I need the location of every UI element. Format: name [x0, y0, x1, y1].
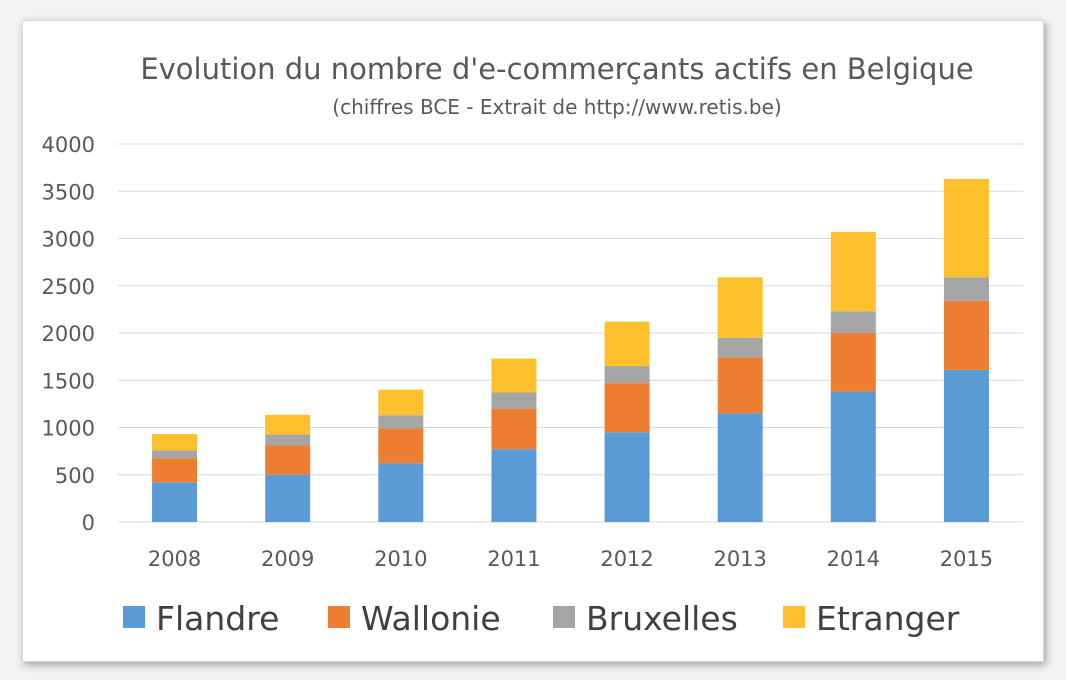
legend-swatch-bruxelles — [553, 606, 575, 628]
bar-bruxelles-2015 — [943, 277, 989, 301]
legend: Flandre Wallonie Bruxelles Etranger — [123, 599, 960, 638]
legend-label-wallonie: Wallonie — [361, 599, 501, 638]
bar-wallonie-2013 — [717, 357, 763, 414]
y-tick-label: 3500 — [42, 180, 95, 204]
bar-wallonie-2012 — [604, 383, 650, 433]
x-tick-label: 2013 — [713, 547, 766, 571]
legend-label-bruxelles: Bruxelles — [586, 599, 738, 638]
chart-title: Evolution du nombre d'e-commerçants acti… — [140, 52, 973, 86]
bar-wallonie-2014 — [830, 333, 876, 392]
x-tick-label: 2011 — [487, 547, 540, 571]
bar-wallonie-2011 — [491, 408, 537, 450]
x-tick-label: 2015 — [940, 547, 993, 571]
bar-bruxelles-2010 — [378, 415, 424, 429]
bar-flandre-2015 — [943, 369, 989, 522]
bar-bruxelles-2014 — [830, 311, 876, 333]
y-tick-label: 4000 — [42, 133, 95, 157]
bar-wallonie-2010 — [378, 428, 424, 464]
x-axis-ticks: 2008 2009 2010 2011 2012 2013 2014 2015 — [148, 547, 993, 571]
x-tick-label: 2010 — [374, 547, 427, 571]
bar-etranger-2013 — [717, 277, 763, 338]
bar-bruxelles-2012 — [604, 366, 650, 384]
y-tick-label: 3000 — [42, 228, 95, 252]
bar-wallonie-2008 — [152, 458, 198, 483]
bar-etranger-2012 — [604, 321, 650, 367]
y-tick-label: 2500 — [42, 275, 95, 299]
bar-etranger-2010 — [378, 389, 424, 416]
x-tick-label: 2014 — [827, 547, 880, 571]
legend-label-flandre: Flandre — [156, 599, 279, 638]
bar-etranger-2014 — [830, 231, 876, 312]
bar-bruxelles-2011 — [491, 392, 537, 409]
legend-swatch-wallonie — [328, 606, 350, 628]
bar-etranger-2011 — [491, 358, 537, 393]
bar-wallonie-2015 — [943, 300, 989, 370]
bar-etranger-2015 — [943, 178, 989, 278]
bar-etranger-2008 — [152, 434, 198, 451]
y-tick-label: 1500 — [42, 369, 95, 393]
legend-swatch-flandre — [123, 606, 145, 628]
y-tick-label: 1000 — [42, 417, 95, 441]
bar-flandre-2008 — [152, 482, 198, 522]
bar-flandre-2009 — [265, 474, 311, 522]
y-axis-ticks: 0 500 1000 1500 2000 2500 3000 3500 4000 — [42, 133, 95, 535]
x-tick-label: 2009 — [261, 547, 314, 571]
y-tick-label: 2000 — [42, 322, 95, 346]
bar-bruxelles-2008 — [152, 450, 198, 459]
bar-wallonie-2009 — [265, 445, 311, 475]
bar-bruxelles-2009 — [265, 434, 311, 446]
bar-flandre-2012 — [604, 432, 650, 522]
bar-etranger-2009 — [265, 414, 311, 435]
bar-flandre-2011 — [491, 449, 537, 522]
bars — [152, 178, 989, 522]
legend-label-etranger: Etranger — [816, 599, 960, 638]
chart-svg: Evolution du nombre d'e-commerçants acti… — [42, 52, 1023, 638]
x-tick-label: 2008 — [148, 547, 201, 571]
chart-subtitle: (chiffres BCE - Extrait de http://www.re… — [332, 95, 781, 119]
gridlines — [118, 143, 1023, 523]
bar-flandre-2014 — [830, 391, 876, 522]
chart-card: Evolution du nombre d'e-commerçants acti… — [22, 20, 1044, 662]
bar-bruxelles-2013 — [717, 337, 763, 358]
y-tick-label: 500 — [55, 464, 95, 488]
x-tick-label: 2012 — [600, 547, 653, 571]
bar-flandre-2010 — [378, 463, 424, 522]
bar-flandre-2013 — [717, 413, 763, 522]
legend-swatch-etranger — [783, 606, 805, 628]
y-tick-label: 0 — [82, 511, 95, 535]
